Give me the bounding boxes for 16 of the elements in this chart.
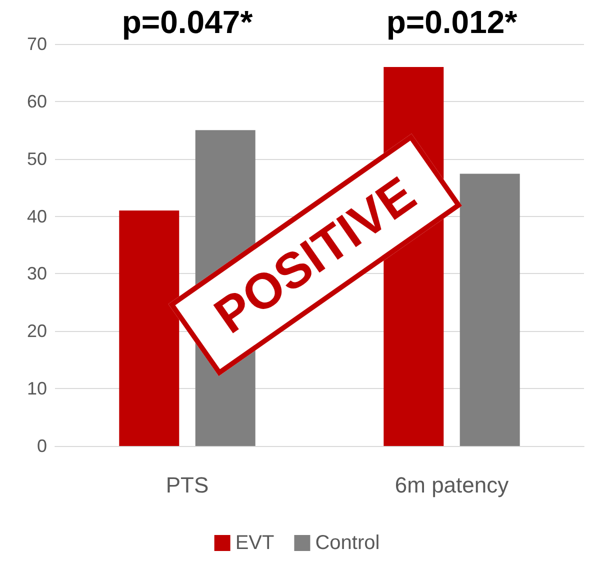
y-tick-label: 0 bbox=[36, 436, 47, 456]
y-tick-label: 30 bbox=[26, 264, 47, 284]
text: p=0.047* bbox=[122, 4, 254, 40]
legend-label: EVT bbox=[235, 532, 274, 554]
y-tick-label: 10 bbox=[26, 378, 47, 399]
y-tick-label: 40 bbox=[26, 206, 47, 226]
x-tick-label: 6m patency bbox=[394, 472, 509, 498]
text: p=0.012* bbox=[386, 4, 518, 40]
legend-label: Control bbox=[315, 532, 380, 554]
x-tick-label: PTS bbox=[166, 472, 209, 498]
bar bbox=[460, 174, 520, 446]
y-tick-label: 60 bbox=[26, 91, 47, 112]
y-tick-label: 50 bbox=[26, 148, 47, 169]
y-tick-label: 20 bbox=[26, 321, 47, 342]
bar bbox=[119, 210, 180, 446]
y-tick-label: 70 bbox=[26, 34, 47, 54]
